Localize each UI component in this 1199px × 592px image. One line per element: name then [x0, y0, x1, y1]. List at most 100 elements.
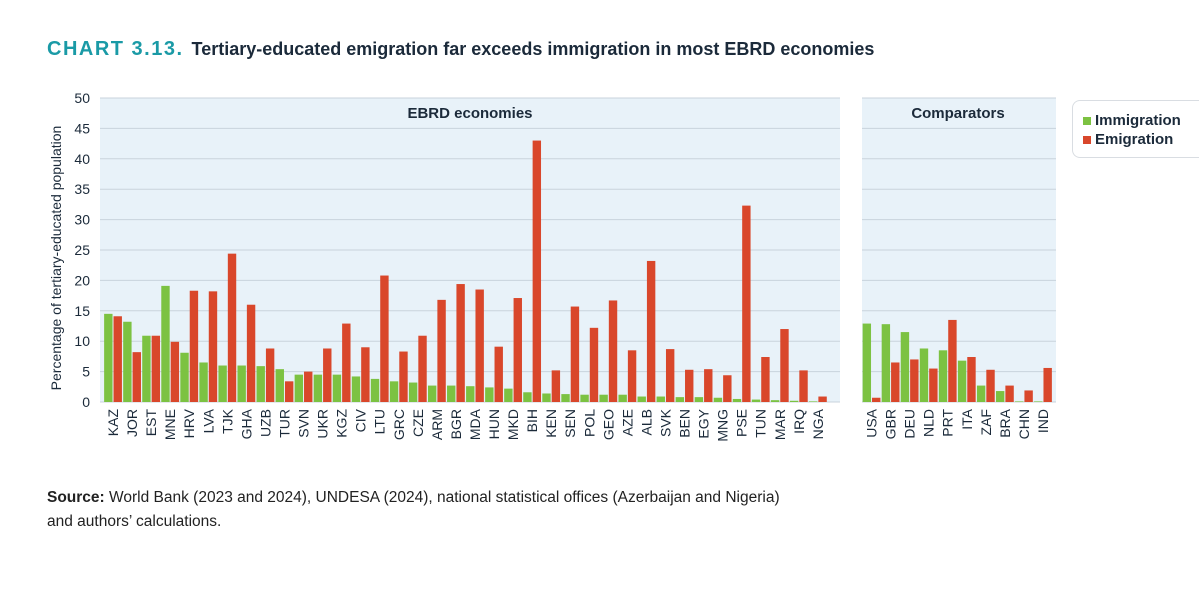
bar-emigration-alb	[646, 260, 656, 402]
x-tick-label-ukr: UKR	[315, 409, 331, 439]
bar-immigration-grc	[389, 381, 399, 402]
source-note: Source: World Bank (2023 and 2024), UNDE…	[47, 486, 807, 534]
x-tick-label-ken: KEN	[543, 409, 559, 438]
bar-emigration-arm	[437, 299, 446, 402]
x-tick-label-uzb: UZB	[257, 409, 273, 437]
x-tick-label-gha: GHA	[238, 408, 254, 439]
y-tick-label: 10	[74, 333, 90, 349]
x-tick-label-ltu: LTU	[372, 409, 388, 434]
bar-emigration-aze	[627, 350, 637, 402]
bar-emigration-lva	[208, 291, 218, 402]
bar-immigration-est	[142, 335, 151, 402]
bar-immigration-bih	[523, 392, 532, 402]
x-tick-label-bra: BRA	[997, 408, 1013, 437]
bar-emigration-geo	[608, 300, 618, 402]
bar-immigration-chn	[1015, 401, 1024, 402]
bar-emigration-gha	[246, 304, 256, 402]
bar-emigration-uzb	[265, 348, 275, 402]
bar-emigration-est	[151, 335, 161, 402]
x-tick-label-nga: NGA	[810, 408, 826, 439]
y-axis-label: Percentage of tertiary-educated populati…	[48, 126, 64, 391]
bar-emigration-ita	[967, 357, 976, 402]
bar-emigration-bgr	[456, 284, 465, 402]
bar-immigration-mar	[770, 400, 780, 402]
bar-immigration-bgr	[447, 385, 456, 402]
group-label-comparators: Comparators	[911, 105, 1004, 122]
x-tick-label-irq: IRQ	[791, 409, 807, 434]
bar-emigration-chn	[1024, 390, 1033, 402]
group-label-ebrd-economies: EBRD economies	[407, 105, 532, 122]
bar-immigration-cze	[408, 382, 418, 402]
legend-label-emigration: Emigration	[1095, 131, 1174, 148]
bar-immigration-aze	[618, 394, 627, 402]
bar-immigration-ukr	[313, 374, 323, 402]
x-tick-label-mng: MNG	[715, 409, 731, 442]
bar-immigration-ita	[957, 360, 967, 402]
x-tick-label-deu: DEU	[902, 409, 918, 439]
y-tick-label: 50	[74, 90, 90, 106]
bar-emigration-cze	[418, 335, 427, 402]
y-tick-label: 45	[74, 120, 90, 136]
bar-immigration-ken	[542, 393, 551, 402]
bar-emigration-ltu	[380, 275, 389, 402]
bar-emigration-sen	[570, 306, 580, 402]
bar-immigration-hun	[485, 387, 494, 402]
bar-immigration-jor	[123, 321, 132, 402]
x-tick-label-jor: JOR	[124, 409, 140, 437]
y-tick-label: 25	[74, 242, 90, 258]
y-tick-label: 40	[74, 151, 90, 167]
bar-emigration-irq	[799, 370, 808, 402]
y-tick-label: 5	[82, 364, 90, 380]
bar-immigration-bra	[995, 391, 1005, 402]
x-tick-label-gbr: GBR	[883, 409, 899, 439]
y-tick-label: 30	[74, 212, 90, 228]
bar-immigration-prt	[938, 350, 948, 402]
bar-immigration-uzb	[256, 366, 265, 402]
bar-emigration-ukr	[323, 348, 332, 402]
bar-immigration-civ	[351, 376, 361, 402]
x-tick-label-mne: MNE	[162, 409, 178, 440]
chart-heading: CHART 3.13. Tertiary-educated emigration …	[47, 38, 874, 61]
bar-emigration-civ	[361, 347, 370, 402]
x-tick-label-arm: ARM	[429, 409, 445, 440]
x-tick-label-est: EST	[143, 409, 159, 437]
bar-emigration-pse	[742, 205, 751, 402]
x-tick-label-mda: MDA	[467, 408, 483, 440]
bar-immigration-pse	[732, 398, 742, 402]
bar-immigration-tur	[275, 369, 284, 402]
bar-emigration-mne	[170, 341, 180, 402]
x-tick-label-nld: NLD	[921, 409, 937, 437]
bar-immigration-nga	[808, 401, 818, 402]
bar-immigration-kaz	[104, 313, 113, 402]
bar-immigration-nld	[919, 348, 929, 402]
x-tick-label-kgz: KGZ	[334, 409, 350, 438]
bar-immigration-pol	[580, 394, 589, 402]
bar-emigration-prt	[948, 319, 957, 402]
bar-immigration-zaf	[976, 385, 986, 402]
bar-emigration-tjk	[227, 253, 237, 402]
bar-emigration-svn	[304, 371, 313, 402]
bar-immigration-mkd	[504, 388, 513, 402]
bar-emigration-bih	[532, 140, 542, 402]
bar-immigration-usa	[862, 323, 872, 402]
x-tick-label-lva: LVA	[200, 408, 216, 433]
chart-title: Tertiary-educated emigration far exceeds…	[191, 39, 875, 59]
bar-immigration-egy	[694, 397, 704, 402]
bar-emigration-mda	[475, 289, 484, 402]
chart-number: CHART 3.13.	[47, 38, 184, 60]
x-tick-label-civ: CIV	[353, 408, 369, 432]
x-tick-label-aze: AZE	[619, 409, 635, 436]
bar-emigration-bra	[1005, 385, 1014, 402]
x-tick-label-prt: PRT	[940, 409, 956, 437]
y-tick-label: 20	[74, 272, 90, 288]
bar-immigration-mne	[161, 285, 170, 402]
bar-emigration-gbr	[891, 362, 900, 402]
bar-emigration-tur	[284, 381, 294, 402]
bar-immigration-ind	[1034, 401, 1043, 402]
bar-emigration-hrv	[189, 290, 199, 402]
bar-immigration-tjk	[218, 365, 227, 402]
x-tick-label-sen: SEN	[562, 409, 578, 438]
bar-emigration-mkd	[513, 298, 522, 402]
bar-immigration-svk	[656, 396, 665, 402]
legend-label-immigration: Immigration	[1095, 112, 1181, 129]
